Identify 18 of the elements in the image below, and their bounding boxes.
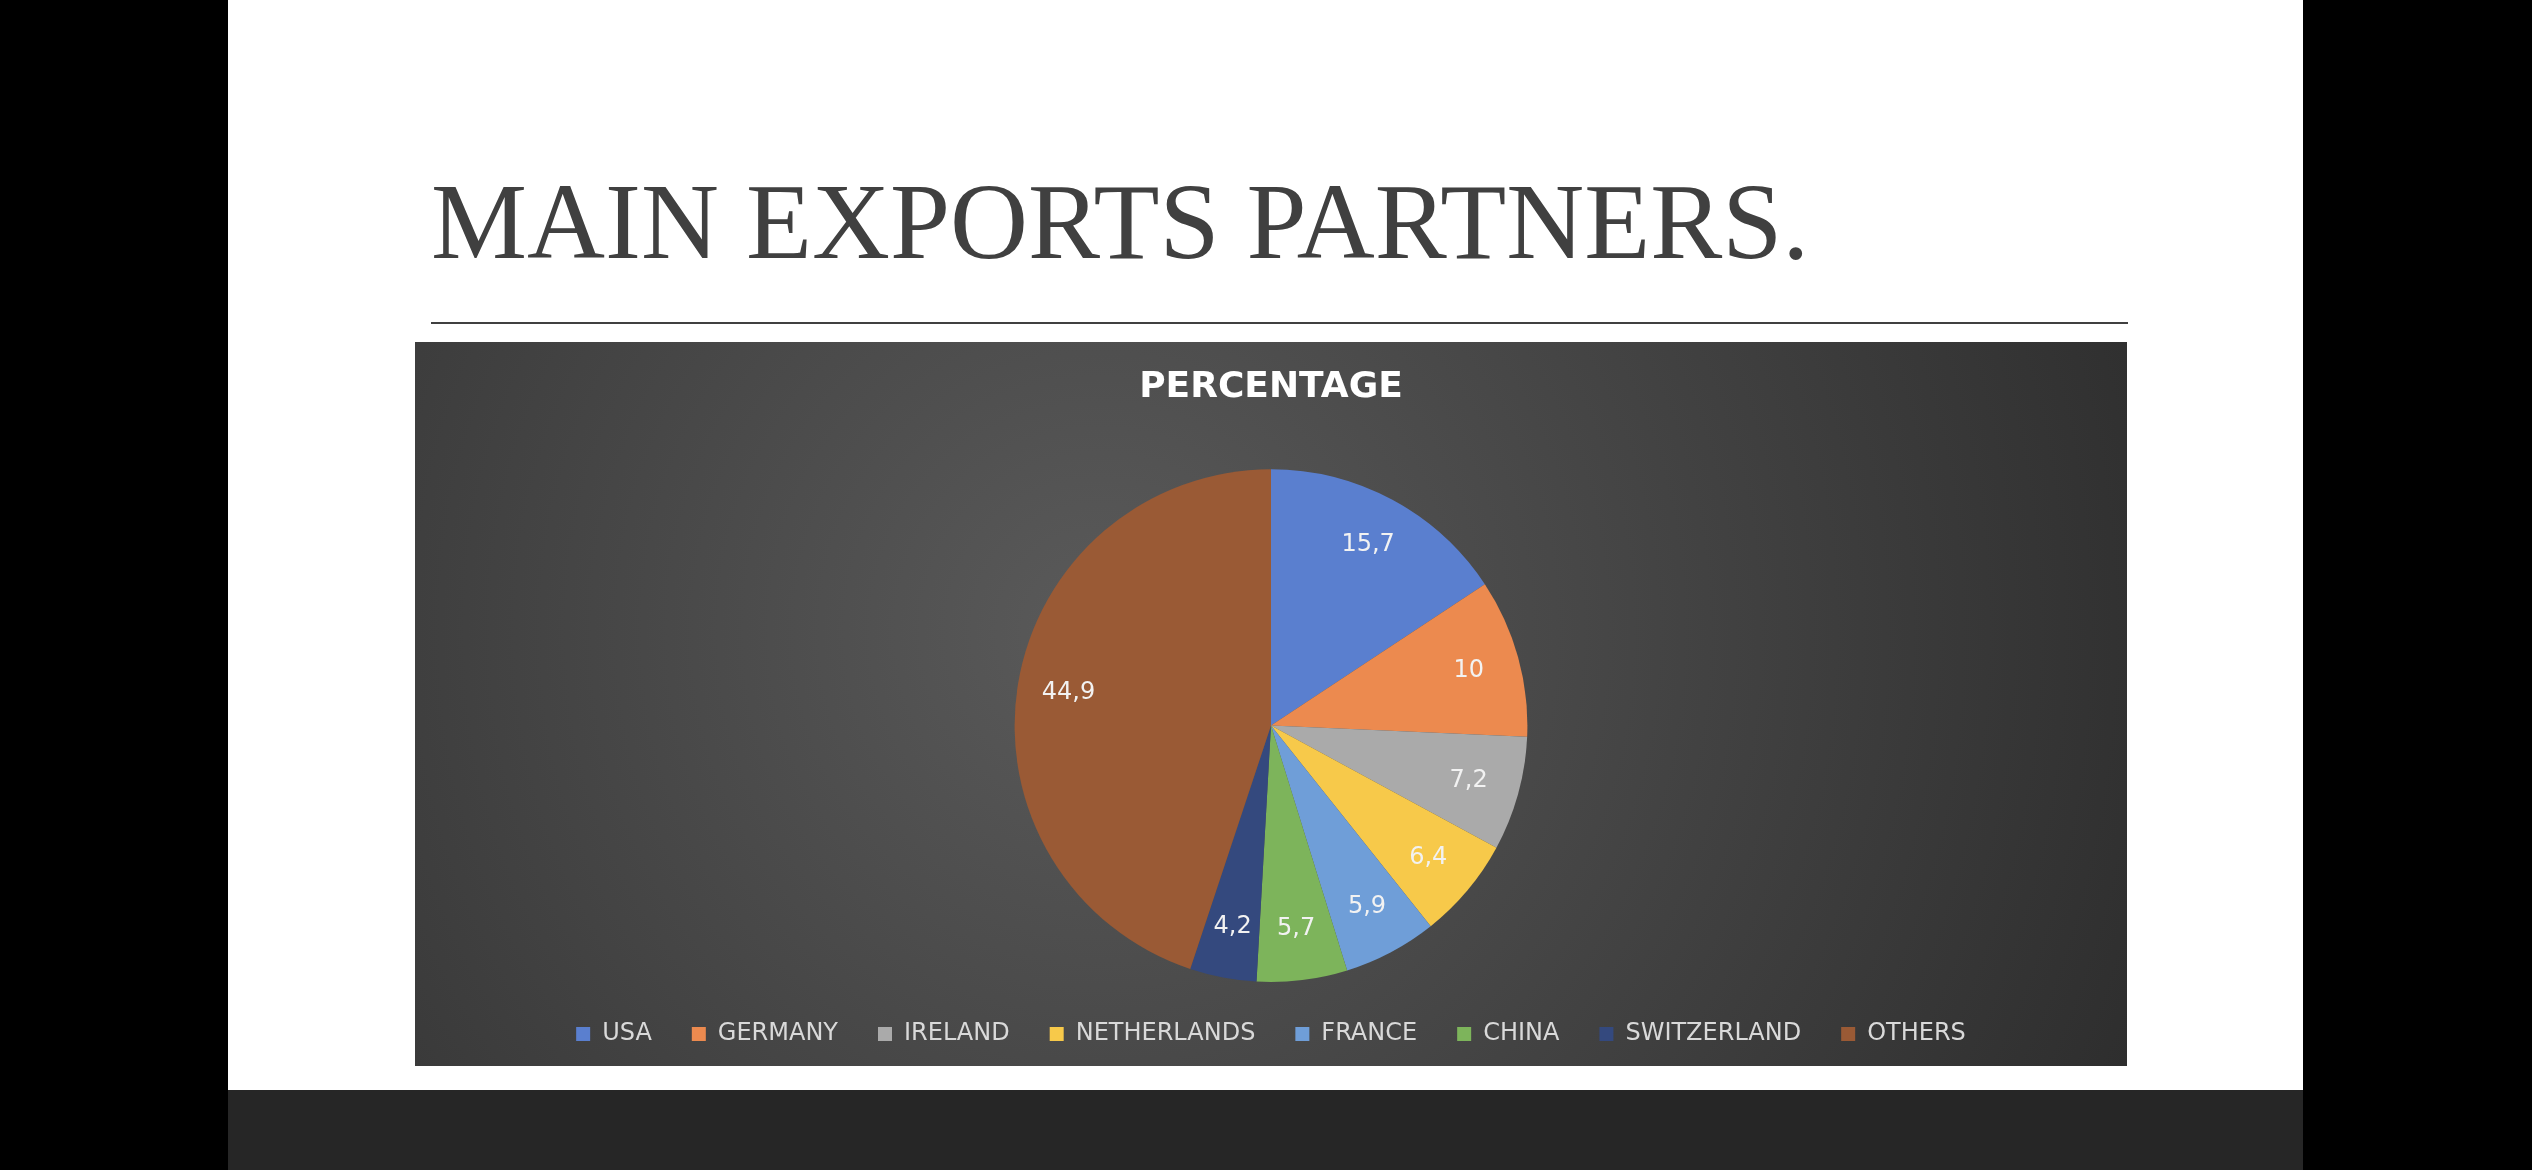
data-label: 44,9 [1041,677,1096,706]
chart-subtitle: PERCENTAGE [1139,363,1403,405]
data-label: 5,7 [1276,913,1316,942]
chart-title: MAIN EXPORTS PARTNERS. [431,161,1810,283]
data-label: 5,9 [1347,891,1387,920]
legend-label: CHINA [1483,1018,1560,1047]
data-label: 6,4 [1409,841,1448,870]
data-label: 7,2 [1449,764,1488,793]
legend-label: SWITZERLAND [1625,1018,1802,1047]
data-label: 10 [1453,655,1484,684]
legend-label: NETHERLANDS [1075,1018,1256,1047]
data-label: 4,2 [1213,911,1252,940]
legend-label: GERMANY [717,1018,839,1047]
legend-label: FRANCE [1321,1018,1418,1047]
data-label: 15,7 [1341,529,1395,558]
legend-label: IRELAND [904,1018,1010,1047]
legend-label: OTHERS [1867,1018,1966,1047]
legend-label: USA [602,1018,653,1047]
